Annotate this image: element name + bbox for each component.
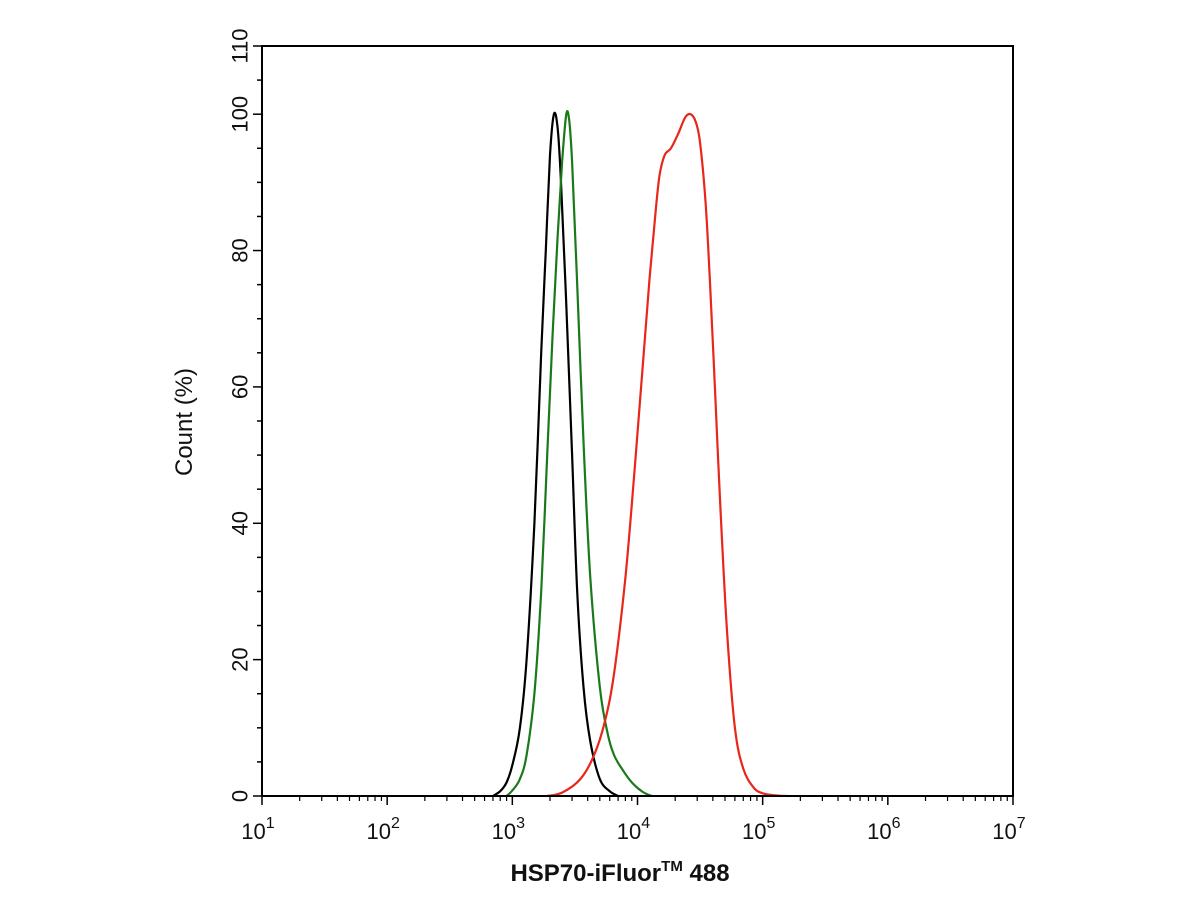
y-tick-label: 0 — [228, 790, 253, 802]
x-tick-label-base: 10 — [742, 819, 766, 844]
x-tick-label-base: 10 — [617, 819, 641, 844]
x-tick-label: 104 — [617, 815, 650, 844]
x-tick-label: 102 — [366, 815, 399, 844]
histogram-series-1 — [492, 111, 619, 797]
x-tick-label-exponent: 6 — [892, 815, 901, 832]
x-axis-title-tail: 488 — [683, 860, 730, 887]
x-axis-title-main: HSP70-iFluor — [510, 860, 661, 887]
x-tick-label-base: 10 — [492, 819, 516, 844]
x-tick-label: 106 — [867, 815, 900, 844]
y-tick-label: 110 — [228, 28, 253, 63]
y-axis-title: Count (%) — [171, 368, 198, 476]
x-tick-label: 101 — [241, 815, 274, 844]
x-axis-ticks: 101 102 103 104 105 106 107 — [241, 796, 1026, 844]
x-tick-label: 103 — [492, 815, 525, 844]
x-tick-label-exponent: 1 — [266, 815, 275, 832]
series-layer — [492, 110, 789, 798]
x-tick-label-base: 10 — [992, 819, 1016, 844]
x-tick-label-base: 10 — [867, 819, 891, 844]
y-tick-label: 100 — [228, 96, 253, 133]
x-tick-label-base: 10 — [366, 819, 390, 844]
x-tick-label-exponent: 4 — [641, 815, 650, 832]
histogram-series-3 — [546, 112, 789, 798]
histogram-series-2 — [505, 110, 653, 798]
x-tick-label-exponent: 5 — [766, 815, 775, 832]
y-axis-ticks: 0 20 40 60 80 100 110 — [228, 28, 262, 802]
x-tick-label: 107 — [992, 815, 1025, 844]
x-axis-title: HSP70-iFluorTM 488 — [510, 858, 729, 887]
plot-frame — [261, 45, 1014, 797]
x-axis-title-tm: TM — [661, 858, 683, 875]
x-tick-label-exponent: 3 — [516, 815, 525, 832]
x-tick-label-base: 10 — [241, 819, 265, 844]
x-tick-label: 105 — [742, 815, 775, 844]
x-tick-label-exponent: 2 — [391, 815, 400, 832]
x-tick-label-exponent: 7 — [1017, 815, 1026, 832]
y-tick-label: 60 — [228, 375, 253, 399]
y-tick-label: 80 — [228, 238, 253, 262]
y-tick-label: 40 — [228, 511, 253, 535]
y-tick-label: 20 — [228, 647, 253, 671]
